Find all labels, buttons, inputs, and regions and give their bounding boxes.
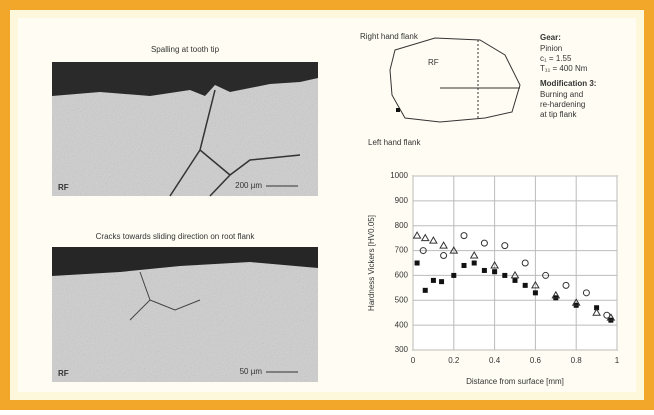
y-tick-label: 800 <box>395 221 409 230</box>
info: T₁₁ = 400 Nm <box>540 64 588 73</box>
point <box>451 273 456 278</box>
point <box>523 283 528 288</box>
x-tick-label: 0.8 <box>571 356 583 365</box>
figure: Spalling at tooth tip RF 200 µm Cracks t… <box>0 0 654 410</box>
x-tick-label: 0.2 <box>448 356 460 365</box>
point <box>502 273 507 278</box>
flank-label: Left hand flank <box>368 138 421 147</box>
x-tick-label: 0 <box>411 356 416 365</box>
plot-area <box>413 176 617 350</box>
y-tick-label: 700 <box>395 246 409 255</box>
flank-label: Right hand flank <box>360 32 419 41</box>
info: c₁ = 1.55 <box>540 54 572 63</box>
y-axis-label: Hardness Vickers [HV0.05] <box>367 215 376 311</box>
point <box>423 288 428 293</box>
x-tick-label: 0.4 <box>489 356 501 365</box>
point <box>439 279 444 284</box>
caption: Spalling at tooth tip <box>151 45 220 54</box>
y-tick-label: 600 <box>395 271 409 280</box>
y-tick-label: 400 <box>395 320 409 329</box>
x-axis-label: Distance from surface [mm] <box>466 377 564 386</box>
point <box>431 278 436 283</box>
x-tick-label: 0.6 <box>530 356 542 365</box>
y-tick-label: 300 <box>395 345 409 354</box>
point <box>415 261 420 266</box>
point <box>462 263 467 268</box>
point <box>533 290 538 295</box>
info: at tip flank <box>540 110 577 119</box>
info: re-hardening <box>540 100 585 109</box>
point <box>472 261 477 266</box>
info: Pinion <box>540 44 562 53</box>
info: Burning and <box>540 90 583 99</box>
y-tick-label: 900 <box>395 196 409 205</box>
info-title: Gear: <box>540 33 561 42</box>
label: RF <box>58 183 69 192</box>
x-tick-label: 1 <box>615 356 620 365</box>
y-tick-label: 500 <box>395 295 409 304</box>
point <box>482 268 487 273</box>
marker-label: RF <box>428 58 439 67</box>
point <box>492 269 497 274</box>
scale: 200 µm <box>235 181 262 190</box>
label: RF <box>58 369 69 378</box>
point <box>513 278 518 283</box>
scale: 50 µm <box>240 367 263 376</box>
y-tick-label: 1000 <box>390 171 408 180</box>
info-title: Modification 3: <box>540 79 596 88</box>
marker <box>396 108 400 112</box>
caption: Cracks towards sliding direction on root… <box>96 232 256 241</box>
